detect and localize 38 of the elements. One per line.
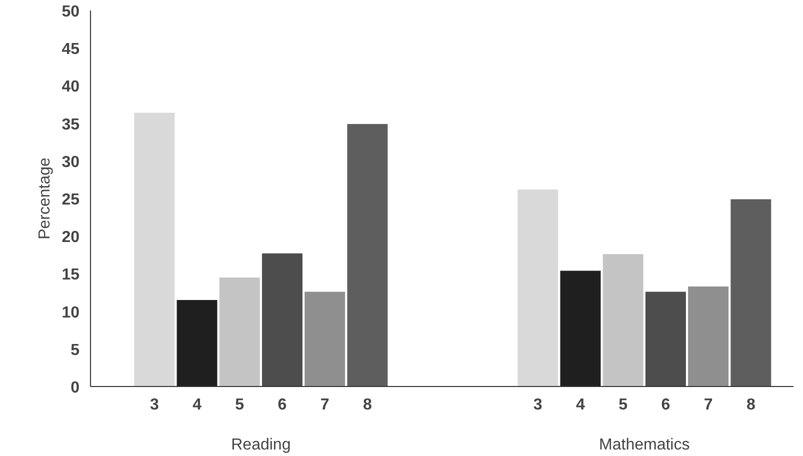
text: 7 — [704, 396, 713, 414]
bar — [262, 253, 302, 386]
text: 4 — [576, 396, 585, 414]
bar — [560, 270, 601, 386]
series-label: 6 — [278, 396, 287, 414]
bar — [134, 112, 175, 386]
bar — [645, 292, 686, 386]
bar — [219, 277, 260, 386]
text: 3 — [533, 396, 542, 414]
y-tick-label: 5 — [70, 342, 80, 359]
text: 8 — [746, 396, 756, 414]
x-tick-label: Mathematics — [599, 436, 690, 454]
y-tick-label: 15 — [62, 266, 80, 284]
series-label: 5 — [235, 396, 244, 414]
y-axis-title: Percentage — [36, 157, 54, 240]
bar — [730, 199, 772, 386]
series-label: 7 — [320, 396, 330, 414]
y-tick-label: 40 — [62, 78, 80, 96]
bar — [518, 189, 558, 386]
series-label: 8 — [362, 396, 372, 414]
bar — [176, 300, 218, 386]
y-tick-label: 10 — [62, 304, 80, 322]
series-label: 3 — [150, 396, 159, 414]
bar — [347, 124, 388, 386]
y-tick-label: 35 — [62, 116, 80, 134]
y-tick-label: 25 — [62, 192, 80, 208]
bar — [304, 292, 346, 386]
text: 5 — [618, 396, 628, 414]
text: 6 — [661, 396, 670, 414]
bar — [688, 286, 729, 386]
y-tick-label: 0 — [70, 380, 80, 396]
bar — [602, 254, 644, 386]
series-label: 4 — [192, 396, 202, 414]
y-tick-label: 20 — [62, 229, 80, 246]
y-tick-label: 30 — [62, 154, 80, 171]
y-tick-label: 50 — [62, 4, 80, 20]
x-tick-label: Reading — [231, 436, 291, 454]
y-tick-label: 45 — [62, 41, 80, 58]
